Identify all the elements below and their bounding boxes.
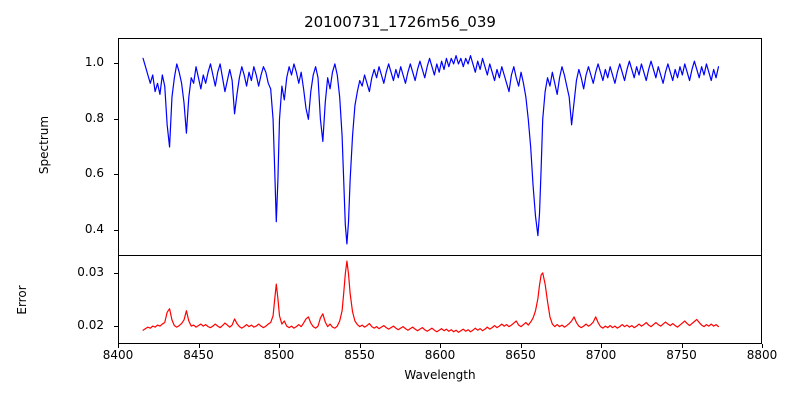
y-tick-mark: [114, 325, 118, 327]
chart-title: 20100731_1726m56_039: [304, 13, 496, 31]
y-axis-label-spectrum: Spectrum: [37, 115, 51, 175]
y-tick-mark: [114, 63, 118, 65]
x-tick-label: 8800: [746, 348, 778, 362]
y-tick-mark: [114, 229, 118, 231]
x-tick-mark: [279, 344, 280, 348]
x-tick-label: 8650: [505, 348, 536, 362]
x-axis-label: Wavelength: [404, 368, 476, 382]
x-tick-label: 8700: [585, 348, 617, 362]
spectrum-line-series: [119, 39, 761, 255]
y-axis-label-error: Error: [15, 285, 29, 315]
x-tick-mark: [359, 344, 361, 348]
x-tick-mark: [118, 344, 119, 348]
error-panel: [118, 255, 762, 344]
error-line-series: [119, 256, 761, 343]
spectrum-panel: [118, 38, 762, 255]
x-tick-label: 8500: [263, 348, 295, 362]
y-tick-label: 0.6: [84, 166, 104, 181]
x-tick-mark: [520, 344, 522, 348]
x-tick-mark: [762, 344, 763, 348]
y-tick-mark: [114, 174, 118, 176]
y-tick-label: 1.0: [84, 55, 104, 70]
x-tick-mark: [440, 344, 441, 348]
y-tick-label: 0.03: [77, 265, 104, 280]
y-tick-mark: [114, 273, 118, 275]
y-tick-label: 0.8: [84, 110, 104, 125]
x-tick-label: 8750: [666, 348, 697, 362]
x-tick-mark: [681, 344, 683, 348]
y-tick-label: 0.4: [84, 221, 104, 236]
x-tick-label: 8450: [183, 348, 214, 362]
x-tick-mark: [198, 344, 200, 348]
x-tick-label: 8550: [344, 348, 375, 362]
x-tick-label: 8600: [424, 348, 456, 362]
y-tick-mark: [114, 118, 118, 120]
x-tick-label: 8400: [102, 348, 134, 362]
y-tick-label: 0.02: [77, 317, 104, 332]
x-tick-mark: [601, 344, 602, 348]
